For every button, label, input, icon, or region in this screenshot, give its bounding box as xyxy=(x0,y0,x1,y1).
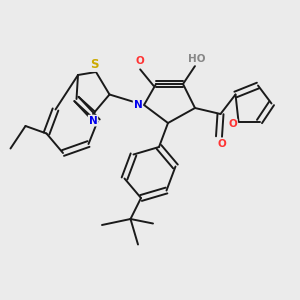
Text: O: O xyxy=(135,56,144,66)
Text: HO: HO xyxy=(188,54,205,64)
Text: N: N xyxy=(134,100,142,110)
Text: S: S xyxy=(90,58,99,71)
Text: O: O xyxy=(228,119,237,130)
Text: N: N xyxy=(88,116,98,126)
Text: O: O xyxy=(217,139,226,149)
